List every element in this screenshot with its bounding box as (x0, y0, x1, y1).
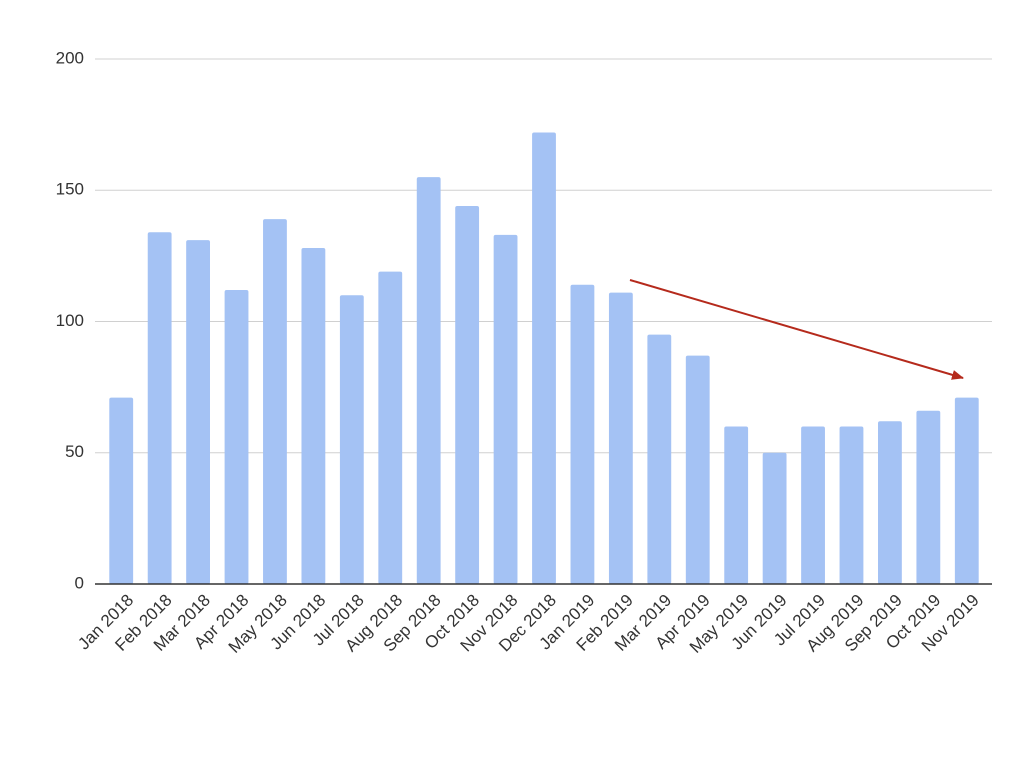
bar (724, 426, 749, 584)
bar (916, 410, 941, 584)
y-tick-label: 200 (56, 48, 84, 67)
bar (339, 295, 364, 584)
bar (839, 426, 864, 584)
bar (147, 232, 172, 584)
y-tick-label: 100 (56, 311, 84, 330)
bar (493, 234, 518, 584)
bar (301, 248, 326, 584)
bar (762, 452, 787, 584)
bar (263, 219, 287, 584)
bar (186, 240, 211, 584)
y-tick-label: 50 (65, 442, 84, 461)
bar (877, 421, 902, 584)
bar (455, 206, 480, 584)
bar (570, 284, 595, 584)
y-tick-label: 0 (75, 573, 84, 592)
bar (378, 271, 403, 584)
trend-arrow (629, 279, 964, 380)
bar (647, 334, 672, 584)
bar (608, 292, 633, 584)
bar (416, 177, 441, 584)
bar (685, 355, 710, 584)
y-tick-label: 150 (56, 180, 84, 199)
bar (532, 132, 556, 584)
bar (954, 397, 979, 584)
bar (801, 426, 825, 584)
bar (109, 397, 134, 584)
bar (224, 290, 249, 584)
